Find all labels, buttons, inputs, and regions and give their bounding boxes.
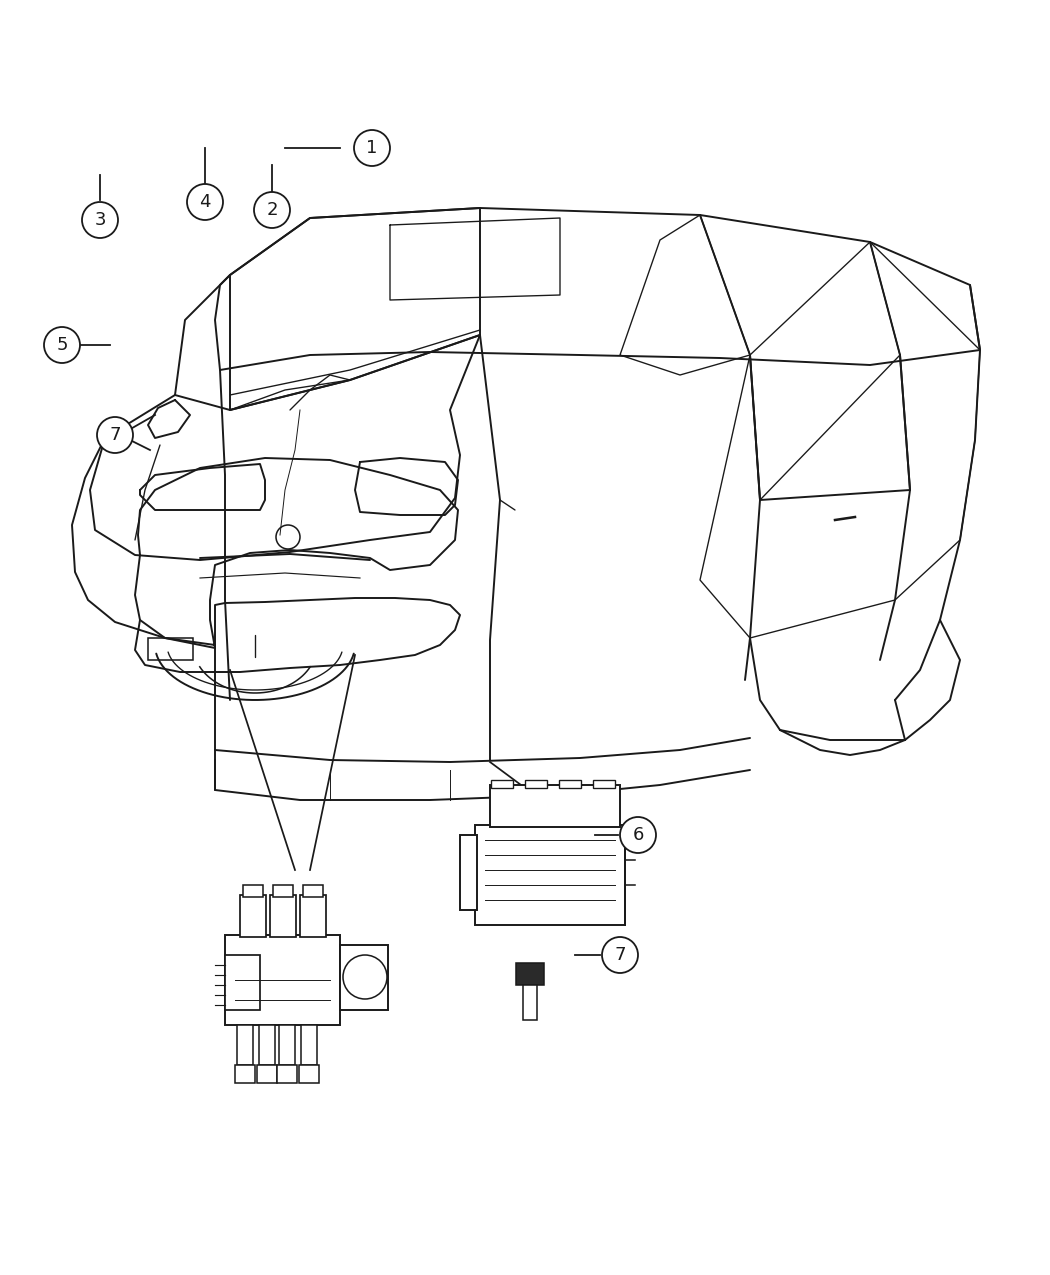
Circle shape: [343, 955, 387, 1000]
Bar: [243, 885, 262, 898]
Bar: [259, 1025, 275, 1065]
Circle shape: [602, 937, 638, 973]
Text: 4: 4: [200, 193, 211, 210]
Circle shape: [97, 417, 133, 453]
Bar: [593, 780, 615, 788]
Circle shape: [354, 130, 390, 166]
Text: 7: 7: [109, 426, 121, 444]
Bar: [490, 785, 620, 827]
Bar: [559, 780, 581, 788]
Bar: [235, 1065, 255, 1082]
Text: 3: 3: [94, 210, 106, 229]
Bar: [148, 638, 193, 660]
Bar: [460, 835, 477, 910]
Bar: [237, 1025, 253, 1065]
Bar: [277, 1065, 297, 1082]
Text: 1: 1: [366, 139, 378, 157]
Bar: [225, 955, 260, 1010]
Bar: [225, 935, 340, 1025]
Circle shape: [82, 201, 118, 238]
Circle shape: [44, 326, 80, 363]
Bar: [516, 963, 544, 986]
Bar: [279, 1025, 295, 1065]
Text: 6: 6: [632, 826, 644, 844]
Bar: [300, 895, 326, 937]
Bar: [299, 1065, 319, 1082]
Circle shape: [254, 193, 290, 228]
Circle shape: [620, 817, 656, 853]
Bar: [523, 986, 537, 1020]
Bar: [491, 780, 513, 788]
Bar: [270, 895, 296, 937]
Text: 7: 7: [614, 946, 626, 964]
Circle shape: [187, 184, 223, 221]
Bar: [240, 895, 266, 937]
Bar: [301, 1025, 317, 1065]
Bar: [257, 1065, 277, 1082]
Bar: [303, 885, 323, 898]
Text: 2: 2: [267, 201, 278, 219]
Bar: [475, 825, 625, 924]
Text: 5: 5: [57, 337, 68, 354]
Bar: [525, 780, 547, 788]
Bar: [273, 885, 293, 898]
Bar: [340, 945, 388, 1010]
